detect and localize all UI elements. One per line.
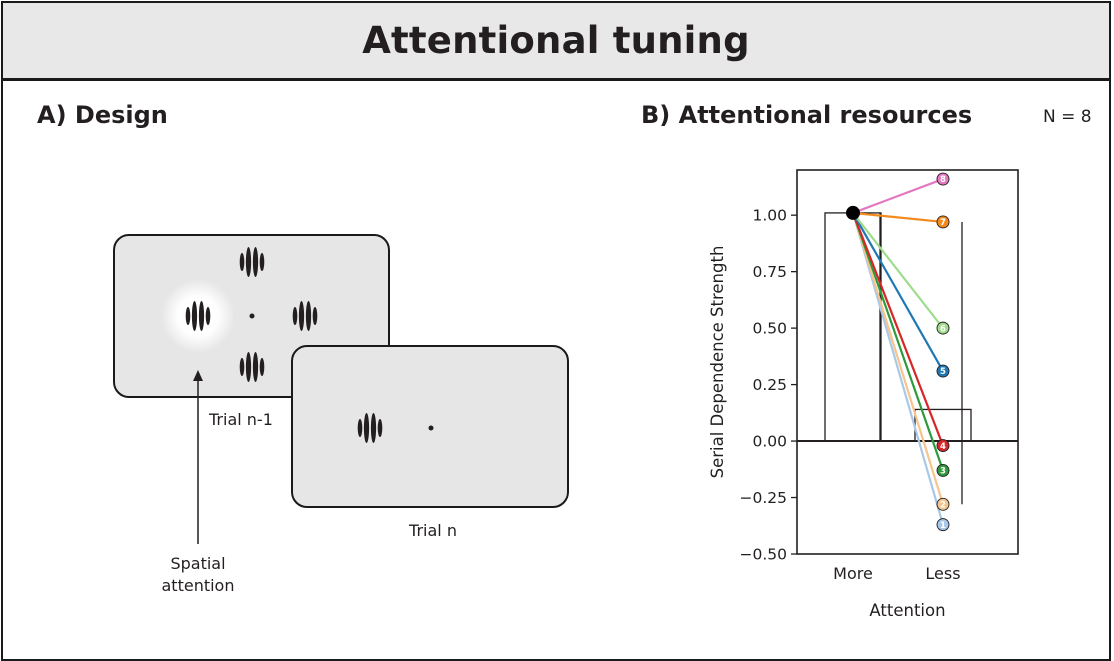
y-tick-label: 0.50 [752,320,787,338]
participant-point-3 [936,463,950,477]
trial-prev-screen [113,234,390,398]
participant-id-label: 2 [940,501,946,511]
participant-line-5 [852,212,944,372]
trial-prev-stimuli [161,247,318,382]
participant-point-2 [936,497,950,511]
figure-header: Attentional tuning [3,3,1109,81]
arrow-label: Spatial attention [133,553,263,597]
y-tick-label: 1.00 [752,207,787,225]
figure-title: Attentional tuning [362,19,750,62]
participant-id-label: 7 [940,218,946,228]
x-tick-label: More [833,564,873,583]
participant-point-1 [936,518,950,532]
participant-line-4 [851,212,945,446]
gabor-top [239,247,265,277]
participant-point-4 [936,439,950,453]
arrow-label-line1: Spatial [170,554,226,573]
trial-prev-label: Trial n-1 [209,410,273,429]
participant-id-label: 8 [940,175,946,185]
participant-line-3 [851,212,945,471]
participant-id-label: 5 [940,367,946,377]
arrow-label-line2: attention [161,576,235,595]
panel-a-title: A) Design [37,101,168,129]
y-tick-label: 0.00 [752,433,787,451]
y-tick-label: 0.75 [752,263,787,281]
gabor-right [292,301,318,331]
y-axis-label: Serial Dependence Strength [708,246,727,479]
participant-point-5 [936,364,950,378]
plot-frame [796,169,1019,555]
participant-line-6 [852,212,944,329]
x-tick-label: Less [925,564,960,583]
serial-dependence-chart: −0.50 −0.25 0.00 0.25 0.50 0.75 1.00 1 2 3 4 5 6 7 8 Mo… [708,169,1019,620]
more-condition-point [846,205,860,220]
participant-id-label: 6 [940,324,946,334]
participant-id-label: 1 [940,521,946,531]
attention-arrow [193,370,203,544]
participant-point-8 [936,172,950,186]
participant-id-label: 3 [940,467,946,477]
n-count: N = 8 [1043,107,1092,127]
participant-line-2 [851,212,945,505]
gabor-bottom [239,352,265,382]
y-tick-label: −0.50 [740,546,788,564]
trial-screen [291,345,569,508]
attention-glow [161,279,235,353]
fixation-dot [428,425,434,431]
y-tick-label: −0.25 [740,489,788,507]
fixation-dot [249,313,255,319]
participant-point-7 [936,215,950,229]
trial-stimuli [357,413,434,443]
panel-b-title: B) Attentional resources [641,101,973,129]
trial-label: Trial n [409,521,457,540]
y-tick-label: 0.25 [752,376,787,394]
x-axis-label: Attention [869,601,945,620]
participant-id-label: 4 [940,442,946,452]
participant-line-7 [852,211,944,224]
participant-point-6 [936,321,950,335]
participant-line-8 [852,178,944,214]
